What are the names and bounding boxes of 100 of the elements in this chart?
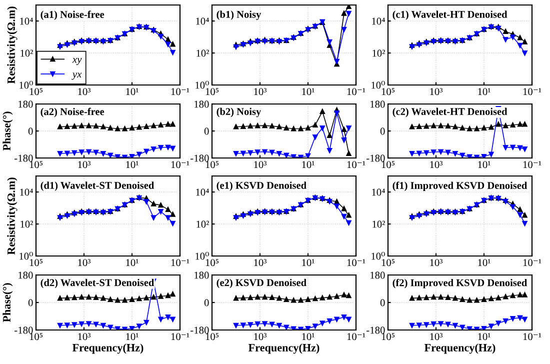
x-tick-label: 10⁵ (30, 259, 43, 266)
x-tick-label: 10³ (254, 88, 267, 96)
x-tick-label: 10⁻¹ (347, 161, 366, 168)
y-tick-label: 10⁴ (372, 18, 385, 25)
text: (f1) Improved KSVD Denoised (392, 182, 528, 192)
x-tick-label: 10¹ (478, 333, 490, 340)
y-tick-label: -180 (14, 326, 33, 334)
x-tick-label: 10⁻¹ (523, 259, 542, 266)
x-tick-label: 10⁻¹ (171, 333, 190, 340)
x-tick-label: 10⁻¹ (171, 259, 190, 266)
legend-label: yx (72, 72, 82, 80)
y-axis-title: Resistivity(Ω.m) (7, 178, 18, 255)
y-axis-title: Phase(°) (2, 112, 13, 151)
y-tick-label: -180 (366, 326, 385, 334)
y-tick-label: 10² (20, 220, 33, 228)
x-tick-label: 10¹ (126, 88, 138, 96)
chart-title: (c2) Wavelet-HT Denoised (392, 108, 508, 118)
y-tick-label: 0 (204, 299, 209, 306)
x-tick-label: 10³ (254, 161, 267, 168)
x-tick-label: 10¹ (126, 333, 138, 340)
x-tick-label: 10³ (430, 259, 443, 266)
x-tick-label: 10¹ (302, 333, 314, 340)
x-tick-label: 10⁻¹ (347, 88, 366, 96)
x-tick-label: 10⁻¹ (523, 161, 542, 168)
x-tick-label: 10³ (430, 161, 443, 168)
y-tick-label: 0 (380, 299, 385, 306)
y-tick-label: 180 (370, 272, 385, 279)
y-tick-label: 10² (196, 220, 209, 228)
y-tick-label: 10² (372, 220, 385, 228)
chart-title: (d1) Wavelet-ST Denoised (40, 182, 154, 191)
chart-title: (d2) Wavelet-ST Denoised (40, 278, 154, 288)
chart-title: (b1) Noisy (216, 10, 262, 20)
x-tick-label: 10⁻¹ (523, 88, 542, 96)
y-tick-label: 0 (204, 128, 209, 135)
x-tick-label: 10⁵ (206, 259, 219, 266)
chart-title: (b2) Noisy (216, 108, 262, 118)
chart-title: (e1) KSVD Denoised (216, 182, 306, 191)
y-tick-label: -180 (190, 154, 209, 162)
y-tick-label: 10⁴ (196, 188, 209, 196)
y-tick-label: 10⁰ (372, 80, 385, 89)
x-tick-label: 10¹ (478, 88, 490, 96)
x-axis-title: Frequency(Hz) (72, 344, 144, 354)
y-axis-title: Phase(°) (2, 283, 13, 322)
x-tick-label: 10³ (430, 88, 443, 96)
x-tick-label: 10³ (78, 259, 91, 266)
x-axis-title: Frequency(Hz) (248, 344, 320, 354)
x-tick-label: 10⁵ (382, 333, 395, 340)
x-tick-label: 10¹ (302, 88, 314, 96)
text: (a1) Noise-free (40, 10, 104, 20)
chart-title: (a2) Noise-free (40, 108, 104, 118)
chart-title: (c1) Wavelet-HT Denoised (392, 10, 508, 20)
y-tick-label: -180 (190, 326, 209, 334)
y-tick-label: 180 (370, 100, 385, 108)
y-tick-label: 10⁰ (196, 80, 209, 89)
x-tick-label: 10⁵ (206, 88, 219, 96)
y-tick-label: 10⁴ (372, 188, 385, 196)
y-tick-label: 10⁰ (20, 252, 33, 260)
y-tick-label: -180 (14, 154, 33, 162)
x-tick-label: 10¹ (478, 161, 490, 168)
chart-title: (f2) Improved KSVD Denoised (392, 278, 528, 288)
y-tick-label: 10² (196, 50, 209, 57)
x-tick-label: 10¹ (302, 161, 314, 168)
y-tick-label: -180 (366, 154, 385, 162)
y-tick-label: 0 (380, 128, 385, 135)
x-axis-title: Frequency(Hz) (424, 344, 496, 354)
x-tick-label: 10³ (254, 333, 267, 340)
y-tick-label: 10² (20, 50, 33, 57)
y-tick-label: 10⁰ (20, 80, 33, 89)
y-tick-label: 10⁰ (372, 252, 385, 260)
x-tick-label: 10⁵ (206, 161, 219, 168)
y-axis-title: Resistivity(Ω.m) (7, 6, 18, 84)
legend-label: xy (72, 58, 82, 66)
y-tick-label: 10⁴ (196, 18, 209, 25)
x-tick-label: 10⁵ (206, 333, 219, 340)
x-tick-label: 10⁵ (382, 259, 395, 266)
x-tick-label: 10⁻¹ (523, 333, 542, 340)
x-tick-label: 10⁻¹ (171, 88, 190, 96)
x-tick-label: 10³ (78, 333, 91, 340)
y-tick-label: 180 (18, 272, 33, 279)
chart-title: (e2) KSVD Denoised (216, 278, 306, 288)
y-tick-label: 10⁴ (20, 188, 33, 196)
x-tick-label: 10¹ (478, 259, 490, 266)
x-tick-label: 10⁵ (30, 88, 43, 96)
y-tick-label: 10² (372, 50, 385, 57)
x-tick-label: 10⁵ (382, 88, 395, 96)
x-tick-label: 10⁻¹ (347, 259, 366, 266)
y-tick-label: 0 (28, 299, 33, 306)
x-tick-label: 10³ (430, 333, 443, 340)
x-tick-label: 10¹ (302, 259, 314, 266)
x-tick-label: 10³ (78, 161, 91, 168)
y-tick-label: 180 (194, 100, 209, 108)
y-tick-label: 180 (194, 272, 209, 279)
y-tick-label: 10⁴ (20, 18, 33, 25)
x-tick-label: 10⁵ (30, 333, 43, 340)
y-tick-label: 180 (18, 100, 33, 108)
x-tick-label: 10⁵ (30, 161, 43, 168)
x-tick-label: 10⁵ (382, 161, 395, 168)
x-tick-label: 10³ (78, 88, 91, 96)
x-tick-label: 10¹ (126, 161, 138, 168)
x-tick-label: 10⁻¹ (347, 333, 366, 340)
